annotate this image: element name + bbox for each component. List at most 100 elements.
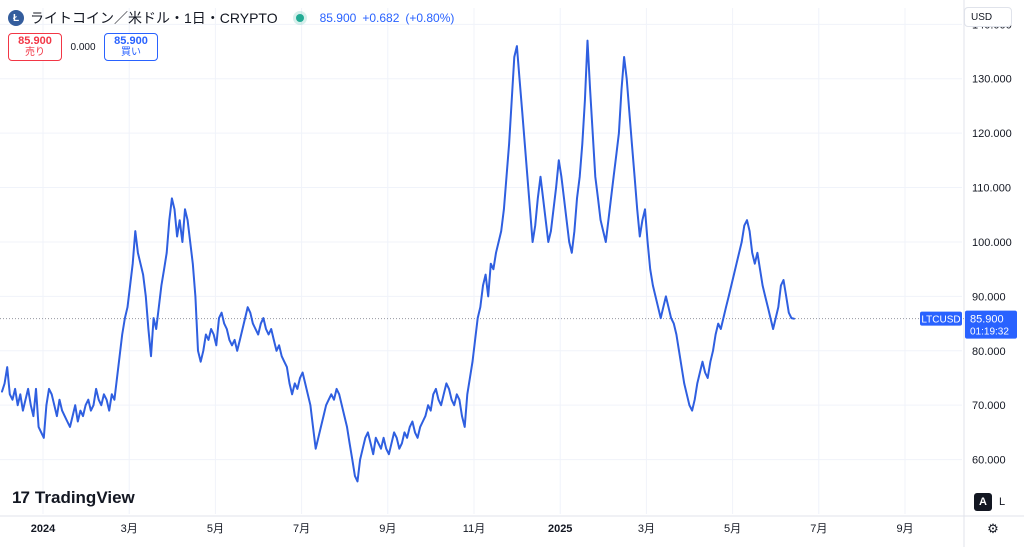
data-point — [717, 323, 719, 325]
data-point — [72, 415, 74, 417]
data-point — [618, 132, 620, 134]
x-tick-label: 9月 — [379, 523, 396, 535]
data-point — [560, 176, 563, 178]
data-point — [654, 295, 657, 297]
data-point — [320, 426, 322, 428]
data-point — [6, 366, 8, 368]
data-point — [728, 295, 730, 297]
data-point — [145, 295, 147, 297]
data-point — [56, 415, 58, 417]
data-point — [64, 415, 66, 417]
data-point — [113, 399, 115, 401]
data-point — [396, 437, 398, 439]
data-point — [328, 399, 330, 401]
data-point — [688, 404, 691, 406]
data-point — [254, 328, 257, 330]
data-point — [249, 312, 251, 314]
tradingview-logo-icon: 17 — [12, 488, 30, 507]
data-point — [85, 404, 87, 406]
data-point — [390, 442, 393, 444]
data-point — [793, 318, 795, 320]
buy-button[interactable]: 85.900 買い — [104, 33, 158, 61]
data-point — [513, 56, 515, 58]
data-point — [613, 176, 615, 178]
symbol-title[interactable]: ライトコイン／米ドル・1日・CRYPTO — [30, 10, 278, 26]
data-point — [492, 268, 494, 270]
data-point — [1, 391, 3, 393]
data-point — [134, 230, 136, 232]
data-point — [132, 263, 134, 265]
data-point — [555, 186, 557, 189]
data-point — [558, 159, 560, 161]
auto-scale-button[interactable]: A — [974, 493, 992, 511]
data-point — [500, 230, 502, 232]
data-point — [370, 442, 372, 444]
data-point — [683, 382, 685, 384]
data-point — [443, 393, 445, 395]
data-point — [722, 317, 725, 319]
data-point — [100, 404, 102, 406]
data-point — [283, 361, 285, 363]
data-point — [296, 388, 298, 390]
data-point — [691, 410, 693, 412]
data-point — [571, 252, 573, 254]
data-point — [108, 410, 110, 412]
data-point — [576, 197, 578, 199]
sell-button[interactable]: 85.900 売り — [8, 33, 62, 61]
data-point — [106, 399, 108, 401]
data-point — [48, 388, 50, 390]
x-tick-label: 3月 — [638, 523, 655, 535]
data-point — [236, 350, 238, 352]
buy-label: 買い — [121, 47, 141, 58]
data-point — [207, 339, 210, 341]
data-point — [260, 323, 262, 325]
data-point — [92, 404, 95, 406]
y-tick-label: 120.000 — [972, 128, 1012, 140]
data-point — [315, 448, 317, 450]
tradingview-logo[interactable]: 17 TradingView — [12, 488, 135, 508]
data-point — [437, 399, 440, 401]
data-point — [241, 328, 244, 330]
data-point — [662, 306, 664, 308]
litecoin-icon[interactable]: Ł — [8, 10, 24, 26]
series-points — [1, 40, 795, 482]
settings-icon[interactable]: ⚙ — [987, 521, 999, 536]
log-scale-button[interactable]: L — [998, 496, 1006, 508]
data-point — [160, 284, 162, 287]
data-point — [634, 176, 636, 178]
data-point — [445, 382, 447, 384]
data-point — [641, 219, 644, 221]
data-point — [639, 235, 641, 238]
data-point — [626, 78, 628, 80]
data-point — [490, 263, 492, 265]
data-point — [192, 263, 194, 265]
data-point — [288, 382, 291, 384]
data-point — [539, 176, 542, 178]
data-point — [302, 371, 304, 374]
data-point — [281, 355, 283, 357]
data-point — [607, 219, 610, 221]
data-point — [364, 437, 366, 439]
currency-selector[interactable]: USD — [964, 7, 1012, 27]
data-point — [158, 306, 160, 308]
x-tick-label: 5月 — [207, 523, 224, 535]
data-point — [660, 317, 662, 319]
data-point — [545, 219, 547, 221]
data-point — [581, 143, 583, 145]
data-point — [448, 388, 450, 390]
data-point — [788, 312, 790, 314]
y-tick-label: 110.000 — [972, 183, 1011, 195]
data-point — [77, 420, 79, 423]
data-point — [95, 388, 97, 390]
x-tick-label: 3月 — [121, 523, 138, 535]
market-status-icon[interactable] — [295, 14, 304, 22]
data-point — [210, 328, 212, 330]
data-point — [649, 268, 651, 270]
data-point — [116, 377, 118, 379]
data-point — [304, 382, 306, 384]
data-point — [424, 415, 426, 417]
data-point — [414, 431, 416, 433]
y-tick-label: 70.000 — [972, 400, 1006, 412]
data-point — [291, 393, 293, 395]
